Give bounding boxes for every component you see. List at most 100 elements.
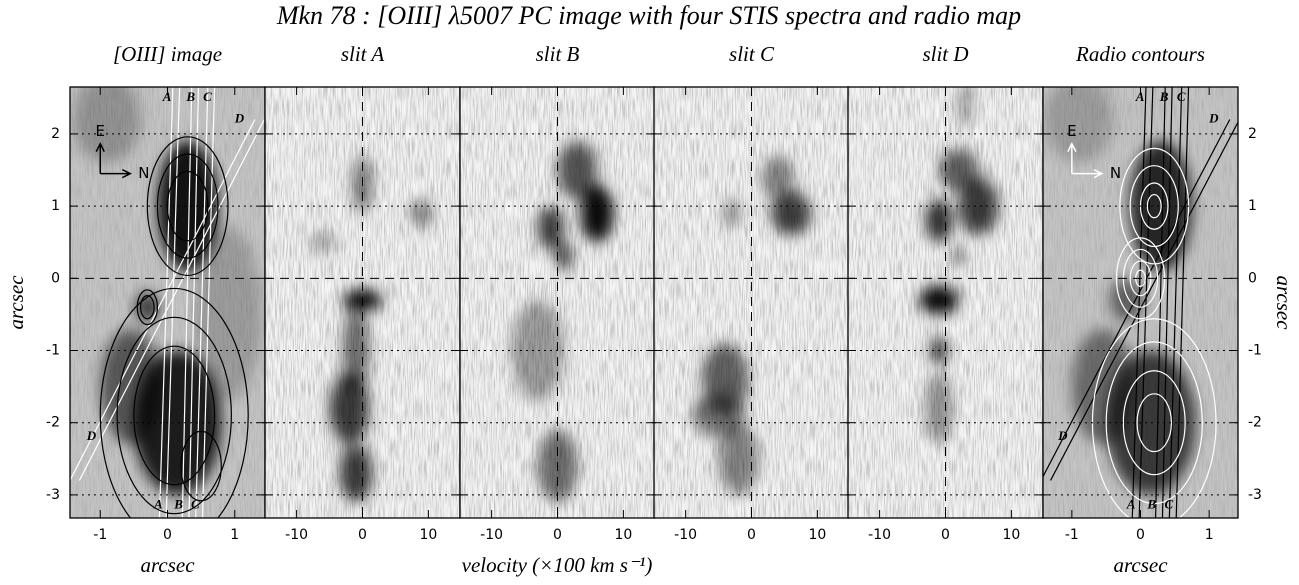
contour: [116, 316, 232, 515]
x-tick-label: -10: [285, 527, 308, 543]
panel-title: slit C: [729, 42, 775, 66]
contour: [146, 136, 229, 277]
slit-label: C: [191, 497, 200, 512]
compass-label: N: [138, 164, 149, 182]
contour: [1136, 393, 1172, 453]
x-tick-label: 1: [1205, 527, 1214, 543]
x-tick-label: 0: [747, 527, 756, 543]
slit-label: B: [173, 497, 183, 512]
contour: [99, 287, 249, 518]
y-tick-label: 0: [51, 270, 60, 286]
slit-line: [1138, 87, 1154, 518]
panel-title: slit B: [536, 42, 580, 66]
figure-title: Mkn 78 : [OIII] λ5007 PC image with four…: [276, 1, 1021, 30]
slit-label: B: [1159, 89, 1169, 104]
slit-label: A: [1135, 89, 1145, 104]
slit-line: [1175, 87, 1190, 518]
y-tick-label: 1: [1248, 198, 1257, 214]
panel-title: [OIII] image: [113, 42, 222, 66]
x-tick-label: 0: [941, 527, 950, 543]
slit-label: A: [162, 89, 172, 104]
slit-line: [78, 119, 265, 481]
y-tick-label: -2: [1248, 415, 1262, 431]
x-tick-label: -10: [674, 527, 697, 543]
slit-label: D: [1208, 110, 1219, 125]
y-tick-label: 1: [51, 198, 60, 214]
y-axis-label: arcsec: [4, 275, 28, 330]
x-tick-label: 1: [230, 527, 239, 543]
x-tick-label: -1: [93, 527, 107, 543]
x-tick-label: 10: [808, 527, 826, 543]
panel-image: [1043, 87, 1238, 518]
y-tick-label: -3: [1248, 487, 1262, 503]
slit-label: A: [1126, 497, 1136, 512]
y-tick-label: -1: [46, 343, 60, 359]
compass-arrow: [1067, 141, 1104, 179]
contour: [133, 345, 216, 486]
panel: -10 0 10 slit C: [653, 42, 850, 543]
x-tick-label: 0: [163, 527, 172, 543]
x-tick-label: 10: [1002, 527, 1020, 543]
x-axis-label: arcsec: [1113, 553, 1168, 577]
noise: [1043, 87, 1238, 518]
panel-title: Radio contours: [1075, 42, 1205, 66]
y-axis-label: arcsec: [1272, 275, 1296, 330]
noise: [70, 87, 265, 518]
panel: -10 0 10 slit D: [847, 42, 1044, 543]
x-tick-label: -1: [1065, 527, 1079, 543]
y-tick-label: 2: [1248, 126, 1257, 142]
compass-label: N: [1110, 164, 1121, 182]
panel-image: [70, 87, 265, 518]
slit-label: B: [185, 89, 195, 104]
slit-label: D: [1057, 428, 1068, 443]
x-tick-label: 10: [614, 527, 632, 543]
panel: -10 0 10 slit B: [459, 42, 656, 543]
panel-image: [654, 87, 849, 518]
x-tick-label: -10: [480, 527, 503, 543]
slit-line: [1043, 119, 1231, 478]
panel-title: slit D: [922, 42, 968, 66]
compass-label: E: [96, 122, 105, 140]
slit-line: [1131, 87, 1147, 518]
slit-line: [181, 87, 193, 518]
contour: [1129, 165, 1179, 248]
x-axis-label: velocity (×100 km s⁻¹): [462, 553, 653, 577]
slit-label: C: [203, 89, 212, 104]
x-tick-label: 0: [553, 527, 562, 543]
slit-line: [1050, 120, 1238, 481]
slit-label: D: [234, 110, 245, 125]
y-tick-label: 0: [1248, 270, 1257, 286]
contour: [156, 153, 219, 259]
x-tick-label: -10: [868, 527, 891, 543]
slit-line: [188, 87, 200, 518]
contours: [99, 136, 249, 518]
contour: [1122, 370, 1186, 476]
y-tick-label: -3: [46, 487, 60, 503]
contour: [1146, 193, 1162, 219]
y-tick-label: -1: [1248, 343, 1262, 359]
y-tick-label: 2: [51, 126, 60, 142]
compass-label: E: [1067, 122, 1076, 140]
x-axis-label: arcsec: [140, 553, 195, 577]
slit-label: C: [1165, 497, 1174, 512]
slit-line: [195, 87, 209, 518]
x-tick-label: 0: [1136, 527, 1145, 543]
x-tick-label: 10: [419, 527, 437, 543]
y-tick-label: -2: [46, 415, 60, 431]
panel: -10 0 10 slit A: [264, 42, 461, 543]
contour: [136, 289, 159, 326]
panel-title: slit A: [341, 42, 385, 66]
contour: [140, 295, 155, 320]
x-tick-label: 0: [358, 527, 367, 543]
slit-label: C: [1177, 89, 1186, 104]
slit-label: B: [1146, 497, 1156, 512]
contour: [1105, 341, 1203, 505]
slit-label: A: [153, 497, 163, 512]
slit-line: [158, 87, 174, 518]
slit-line: [1168, 87, 1183, 518]
contour: [180, 430, 222, 502]
slit-label: D: [86, 428, 97, 443]
